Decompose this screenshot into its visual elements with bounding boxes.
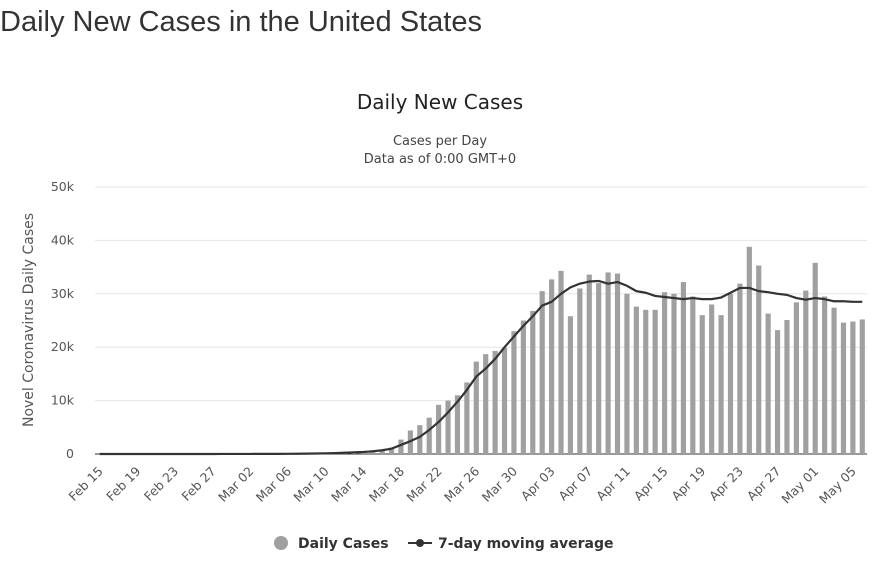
bar <box>511 331 517 454</box>
x-tick-label: Apr 07 <box>555 464 595 504</box>
bar <box>746 246 752 454</box>
legend-marker-moving-average <box>416 539 424 547</box>
bar <box>426 417 432 454</box>
x-tick-label: Mar 22 <box>403 464 444 505</box>
x-tick-label: Apr 03 <box>518 464 558 504</box>
bar <box>774 330 781 454</box>
legend-label-moving-average: 7-day moving average <box>438 536 614 552</box>
bar <box>699 315 705 454</box>
chart-subtitle-line-2: Data as of 0:00 GMT+0 <box>364 152 516 167</box>
x-tick-label: Mar 06 <box>253 463 294 504</box>
bar <box>661 292 668 454</box>
bar <box>398 439 404 454</box>
bar <box>831 307 837 454</box>
bar <box>501 347 508 454</box>
daily-cases-bars <box>200 246 865 454</box>
bar <box>756 265 762 454</box>
legend-label-daily-cases: Daily Cases <box>298 536 389 552</box>
bar <box>558 270 564 454</box>
bar <box>859 319 865 454</box>
y-tick-label: 30k <box>51 286 75 301</box>
x-tick-label: Mar 10 <box>290 463 331 504</box>
legend-item-daily-cases[interactable]: Daily Cases <box>274 536 389 552</box>
bar <box>643 309 649 454</box>
bar <box>454 395 461 454</box>
x-tick-label: May 01 <box>778 464 821 507</box>
moving-average-line <box>99 279 863 456</box>
bar <box>633 306 639 454</box>
x-tick-label: May 05 <box>816 464 859 507</box>
bar <box>605 272 611 454</box>
x-tick-label: Feb 19 <box>103 463 143 503</box>
bar <box>436 404 442 454</box>
legend-item-moving-average[interactable]: 7-day moving average <box>408 536 614 552</box>
bar <box>586 274 592 454</box>
bar <box>483 354 489 454</box>
bar <box>445 400 451 454</box>
y-axis-label: Novel Coronavirus Daily Cases <box>21 213 37 427</box>
bar <box>737 283 743 454</box>
y-tick-label: 40k <box>51 232 75 247</box>
x-tick-label: Apr 27 <box>744 464 784 504</box>
x-tick-label: Apr 11 <box>593 464 633 504</box>
bar <box>652 309 658 454</box>
bar <box>822 296 828 454</box>
legend-marker-daily-cases <box>274 536 288 550</box>
x-tick-label: Apr 19 <box>668 463 708 503</box>
bar <box>765 313 771 454</box>
bar <box>539 291 545 454</box>
bar <box>567 316 574 454</box>
page-title: Daily New Cases in the United States <box>0 6 482 38</box>
x-tick-label: Mar 14 <box>328 463 369 504</box>
bar <box>549 279 555 454</box>
x-tick-label: Apr 15 <box>631 464 671 504</box>
bar <box>624 293 630 454</box>
x-tick-label: Mar 30 <box>479 463 520 504</box>
y-tick-label: 10k <box>51 393 75 408</box>
x-tick-label: Mar 26 <box>441 463 482 504</box>
y-tick-label: 0 <box>66 446 74 461</box>
bar <box>709 304 715 454</box>
bar <box>671 293 677 454</box>
bar <box>840 322 847 454</box>
bar <box>718 315 724 454</box>
bar <box>379 449 385 454</box>
y-tick-label: 20k <box>51 339 75 354</box>
legend: Daily Cases 7-day moving average <box>274 536 614 552</box>
bar <box>812 262 818 454</box>
bar <box>577 288 583 454</box>
x-tick-label: Feb 23 <box>141 464 181 504</box>
bar <box>803 290 809 454</box>
bar <box>530 310 536 454</box>
bar <box>417 425 423 454</box>
x-tick-label: Mar 02 <box>215 464 256 505</box>
y-tick-label: 50k <box>51 179 75 194</box>
x-tick-label: Apr 23 <box>706 464 746 504</box>
bar <box>850 321 856 454</box>
bar <box>784 319 790 454</box>
bar <box>727 293 734 454</box>
bar <box>464 382 470 454</box>
bar <box>492 350 498 454</box>
bar <box>596 283 602 454</box>
chart-subtitle-line-1: Cases per Day <box>393 134 487 149</box>
bar <box>690 296 696 454</box>
bar <box>614 273 621 454</box>
x-tick-label: Feb 15 <box>66 464 106 504</box>
chart-title: Daily New Cases <box>357 90 523 114</box>
bar <box>793 302 799 454</box>
x-tick-label: Feb 27 <box>178 464 218 504</box>
x-tick-label: Mar 18 <box>366 463 407 504</box>
moving-average-line-group <box>99 279 863 456</box>
bar <box>520 320 526 454</box>
bar <box>388 447 395 454</box>
bar <box>473 361 479 454</box>
bar <box>680 282 687 454</box>
y-axis-ticks: 0 10k 20k 30k 40k 50k <box>51 179 75 461</box>
